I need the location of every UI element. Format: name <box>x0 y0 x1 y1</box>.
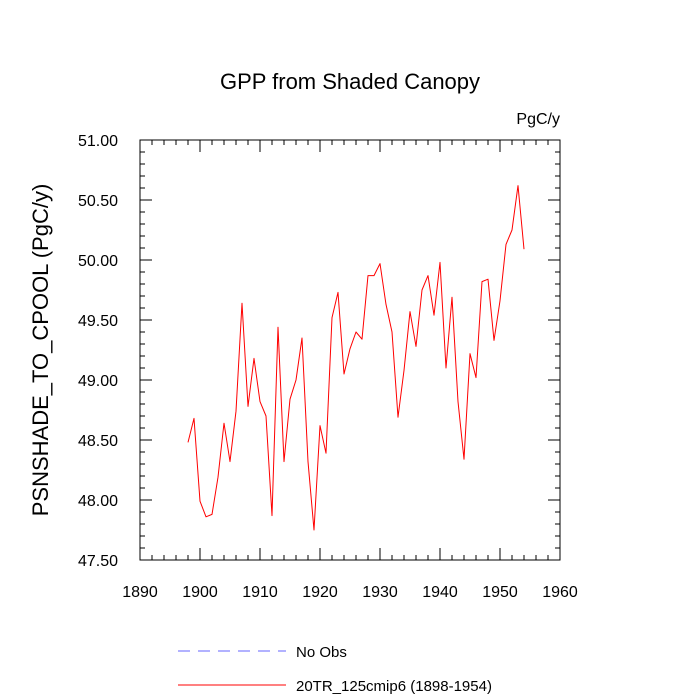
x-tick-label: 1950 <box>482 584 518 601</box>
y-tick-label: 48.50 <box>78 433 118 450</box>
chart-title: GPP from Shaded Canopy <box>220 69 480 94</box>
y-tick-label: 51.00 <box>78 133 118 150</box>
plot-frame <box>139 139 561 561</box>
series-line <box>187 185 525 531</box>
y-tick-label: 48.00 <box>78 493 118 510</box>
units-label: PgC/y <box>516 111 560 128</box>
y-tick-label: 50.50 <box>78 193 118 210</box>
legend: No Obs 20TR_125cmip6 (1898-1954) <box>178 644 492 695</box>
legend-label: No Obs <box>296 644 347 661</box>
y-axis-label: PSNSHADE_TO_CPOOL (PgC/y) <box>28 184 53 517</box>
axis-tick-labels: 1890 1900 1910 1920 1930 1940 1950 1960 47.50 48.… <box>78 133 578 601</box>
y-tick-label: 49.50 <box>78 313 118 330</box>
axis-ticks <box>139 139 561 561</box>
y-tick-label: 49.00 <box>78 373 118 390</box>
y-tick-label: 50.00 <box>78 253 118 270</box>
x-tick-label: 1910 <box>242 584 278 601</box>
y-tick-label: 47.50 <box>78 553 118 570</box>
x-tick-label: 1920 <box>302 584 338 601</box>
x-tick-label: 1940 <box>422 584 458 601</box>
legend-label: 20TR_125cmip6 (1898-1954) <box>296 678 492 695</box>
x-tick-label: 1960 <box>542 584 578 601</box>
x-tick-label: 1900 <box>182 584 218 601</box>
x-tick-label: 1890 <box>122 584 158 601</box>
x-tick-label: 1930 <box>362 584 398 601</box>
series-layer <box>187 185 525 531</box>
